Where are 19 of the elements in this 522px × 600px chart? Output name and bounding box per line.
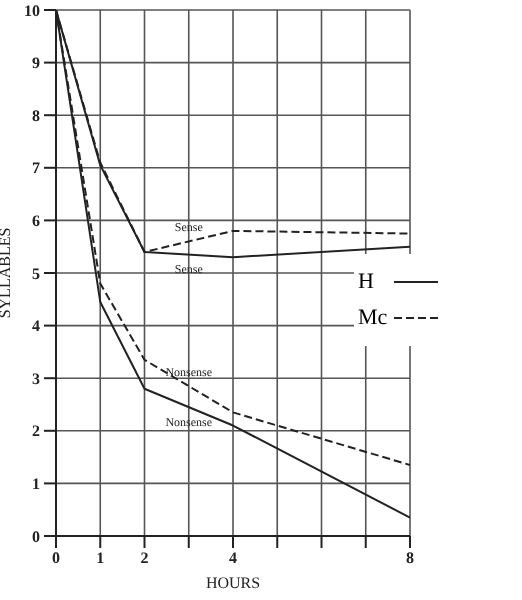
- x-tick-label: 4: [229, 549, 237, 568]
- y-tick-label: 10: [24, 1, 40, 20]
- x-tick-label: 2: [140, 549, 149, 568]
- x-tick-label: 0: [52, 549, 60, 568]
- y-tick-label: 0: [32, 527, 40, 546]
- x-tick-label: 8: [406, 549, 414, 568]
- legend-label: Mc: [358, 306, 390, 330]
- y-tick-label: 6: [32, 212, 40, 231]
- y-tick-label: 4: [32, 317, 40, 336]
- y-tick-label: 9: [32, 54, 40, 73]
- y-tick-label: 2: [32, 422, 40, 441]
- x-tick-label: 1: [96, 549, 105, 568]
- y-tick-label: 3: [32, 369, 40, 388]
- y-tick-label: 1: [32, 475, 40, 494]
- x-axis-title: HOURS: [205, 574, 261, 592]
- y-tick-label: 8: [32, 106, 40, 125]
- legend-label: H: [358, 270, 376, 294]
- y-tick-label: 5: [32, 264, 40, 283]
- y-tick-label: 7: [32, 159, 40, 178]
